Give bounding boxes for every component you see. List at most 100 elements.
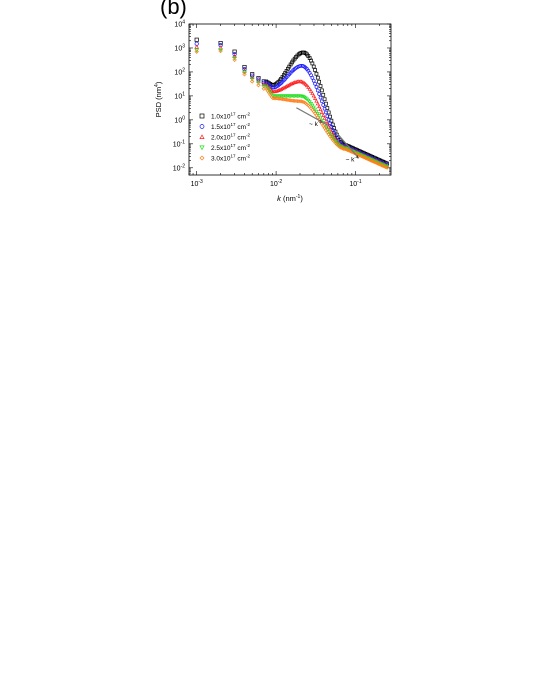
marker-circle (232, 52, 237, 57)
marker-triangle-down (232, 56, 237, 61)
y-axis-exp: 4 (154, 84, 160, 87)
marker-diamond (385, 165, 390, 170)
marker-triangle-up (276, 88, 281, 93)
marker-triangle-up (326, 124, 331, 129)
legend-label-4: 2.5x1017 cm-2 (211, 143, 251, 152)
annotations: ~ k-2~ k-4 (296, 107, 360, 164)
y-tick-base: 10 (174, 45, 182, 52)
y-tick-base: 10 (174, 22, 182, 29)
marker-square (318, 84, 323, 88)
marker-triangle-up (289, 81, 295, 86)
axis-ticks (188, 23, 391, 176)
legend-label-3: 2.0x1017 cm-2 (211, 133, 251, 142)
marker-square (314, 71, 319, 76)
legend-exp: 17 (231, 143, 237, 148)
legend-name: 2.5x10 (211, 145, 231, 152)
marker-triangle-up (285, 83, 291, 88)
marker-circle (324, 110, 328, 115)
marker-triangle-down (330, 136, 335, 141)
y-tick-label: 10-2 (173, 163, 185, 172)
marker-triangle-up (277, 87, 282, 92)
marker-diamond (275, 96, 280, 101)
slope-text: ~ k (346, 157, 356, 164)
marker-triangle-up (319, 110, 324, 114)
marker-square (232, 49, 237, 54)
marker-triangle-up (310, 91, 315, 95)
marker-square (194, 37, 199, 42)
y-tick-base: 10 (174, 69, 182, 76)
marker-triangle-down (249, 77, 255, 82)
legend-unit-exp: -2 (246, 143, 250, 148)
marker-circle (311, 78, 316, 83)
marker-diamond (232, 57, 237, 63)
marker-diamond (272, 96, 277, 101)
marker-circle (310, 75, 315, 80)
x-axis-unit: (nm (281, 194, 296, 203)
marker-circle (318, 95, 323, 100)
marker-square (322, 97, 327, 102)
marker-diamond (194, 49, 199, 54)
marker-triangle-down (329, 134, 334, 139)
marker-triangle-up (264, 82, 269, 87)
marker-triangle-up (280, 86, 285, 91)
marker-circle (315, 88, 320, 93)
x-axis-label: k (nm-1) (277, 194, 303, 203)
marker-square (313, 68, 317, 72)
marker-triangle-up (288, 81, 293, 86)
marker-circle (317, 92, 322, 96)
legend-label-2: 1.5x1017 cm-2 (211, 122, 251, 131)
marker-circle (199, 124, 205, 129)
y-tick-base: 10 (173, 141, 181, 148)
legend-exp: 17 (231, 133, 237, 138)
marker-circle (320, 99, 324, 104)
legend-unit-exp: -2 (246, 154, 250, 159)
marker-square (321, 92, 326, 97)
legend-unit-exp: -2 (246, 122, 250, 127)
marker-triangle-up (274, 88, 280, 93)
x-tick-exp: -3 (198, 179, 203, 185)
y-tick-label: 10-1 (173, 139, 185, 148)
marker-square (317, 79, 322, 84)
marker-triangle-up (322, 116, 327, 120)
marker-square (199, 113, 205, 119)
legend-unit: cm (236, 114, 246, 121)
marker-triangle-up (314, 98, 319, 103)
legend-exp: 17 (231, 154, 237, 159)
marker-triangle-up (303, 81, 308, 86)
marker-triangle-up (315, 101, 320, 106)
marker-triangle-down (265, 86, 270, 91)
marker-circle (314, 85, 319, 89)
marker-triangle-down (326, 130, 331, 135)
marker-triangle-down (264, 84, 269, 89)
legend-unit-exp: -2 (246, 133, 250, 138)
marker-diamond (273, 96, 278, 101)
legend: 1.0x1017 cm-21.5x1017 cm-22.0x1017 cm-22… (199, 112, 251, 163)
marker-square (218, 41, 223, 46)
marker-triangle-down (317, 114, 322, 119)
marker-diamond (321, 123, 326, 128)
marker-diamond (270, 96, 275, 101)
x-axis-var: k (277, 194, 282, 203)
marker-triangle-up (308, 88, 314, 93)
marker-triangle-up (291, 80, 296, 85)
y-tick-exp: 3 (182, 43, 185, 49)
marker-triangle-down (242, 70, 247, 75)
marker-circle (322, 106, 327, 111)
y-tick-exp: -1 (181, 139, 186, 145)
slope-line-1 (296, 107, 329, 126)
marker-triangle-down (308, 102, 314, 106)
marker-circle (329, 124, 334, 129)
legend-name: 1.0x10 (211, 114, 231, 121)
legend-exp: 17 (231, 112, 237, 117)
marker-triangle-down (266, 88, 271, 93)
marker-square (315, 75, 320, 80)
legend-name: 3.0x10 (211, 156, 231, 163)
y-tick-base: 10 (174, 117, 182, 124)
marker-triangle-up (306, 84, 311, 89)
marker-triangle-up (307, 86, 312, 91)
marker-triangle-up (317, 104, 322, 109)
y-axis-close: ) (154, 81, 163, 84)
y-tick-exp: 2 (182, 67, 185, 73)
marker-triangle-up (304, 83, 310, 88)
